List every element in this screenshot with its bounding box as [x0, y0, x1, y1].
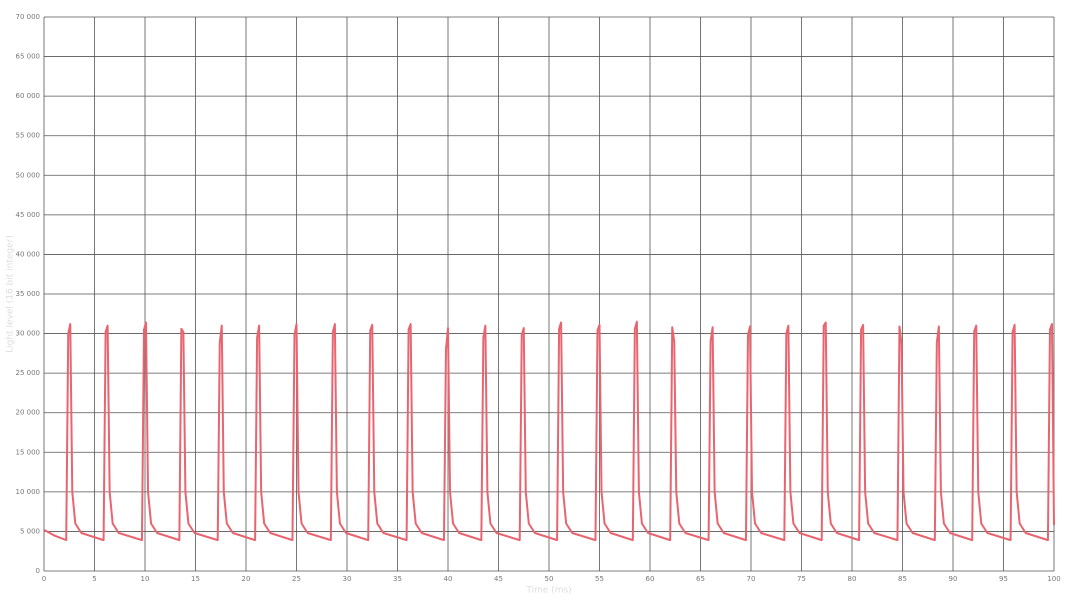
y-tick-label: 0 [36, 567, 40, 575]
x-tick-label: 10 [141, 575, 150, 583]
x-tick-label: 5 [92, 575, 96, 583]
x-tick-label: 75 [797, 575, 806, 583]
x-tick-label: 100 [1047, 575, 1060, 583]
x-tick-label: 90 [949, 575, 958, 583]
x-tick-label: 20 [242, 575, 251, 583]
x-tick-label: 60 [646, 575, 655, 583]
x-tick-label: 45 [494, 575, 503, 583]
y-tick-label: 30 000 [16, 330, 41, 338]
x-tick-label: 55 [595, 575, 604, 583]
line-series [43, 320, 1055, 542]
y-tick-label: 50 000 [16, 171, 41, 179]
y-tick-label: 60 000 [16, 92, 41, 100]
x-tick-label: 0 [42, 575, 46, 583]
x-axis-title: Time (ms) [525, 586, 571, 596]
x-tick-label: 95 [999, 575, 1008, 583]
y-tick-label: 15 000 [16, 448, 41, 456]
x-tick-label: 65 [696, 575, 705, 583]
y-tick-label: 20 000 [16, 409, 41, 417]
x-tick-label: 15 [191, 575, 200, 583]
y-tick-label: 10 000 [16, 488, 41, 496]
y-tick-label: 40 000 [16, 250, 41, 258]
x-tick-label: 25 [292, 575, 301, 583]
y-tick-label: 70 000 [16, 13, 41, 21]
x-tick-label: 35 [393, 575, 402, 583]
y-tick-label: 25 000 [16, 369, 41, 377]
y-tick-label: 65 000 [16, 53, 41, 61]
y-tick-label: 55 000 [16, 132, 41, 140]
y-tick-label: 35 000 [16, 290, 41, 298]
x-tick-label: 80 [848, 575, 857, 583]
x-tick-label: 70 [747, 575, 756, 583]
y-axis-title: Light level (16 bit integer) [6, 235, 16, 353]
y-tick-label: 5 000 [20, 527, 40, 535]
x-tick-label: 85 [898, 575, 907, 583]
y-tick-label: 45 000 [16, 211, 41, 219]
x-tick-label: 40 [444, 575, 453, 583]
x-tick-label: 50 [545, 575, 554, 583]
x-tick-label: 30 [343, 575, 352, 583]
